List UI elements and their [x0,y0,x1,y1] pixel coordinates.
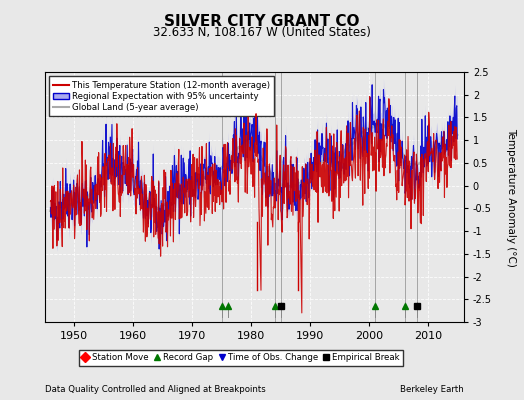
Text: 32.633 N, 108.167 W (United States): 32.633 N, 108.167 W (United States) [153,26,371,39]
Text: SILVER CITY GRANT CO: SILVER CITY GRANT CO [164,14,360,30]
Legend: This Temperature Station (12-month average), Regional Expectation with 95% uncer: This Temperature Station (12-month avera… [49,76,275,116]
Y-axis label: Temperature Anomaly (°C): Temperature Anomaly (°C) [506,128,516,266]
Text: Data Quality Controlled and Aligned at Breakpoints: Data Quality Controlled and Aligned at B… [45,385,265,394]
Legend: Station Move, Record Gap, Time of Obs. Change, Empirical Break: Station Move, Record Gap, Time of Obs. C… [79,350,403,366]
Text: Berkeley Earth: Berkeley Earth [400,385,464,394]
